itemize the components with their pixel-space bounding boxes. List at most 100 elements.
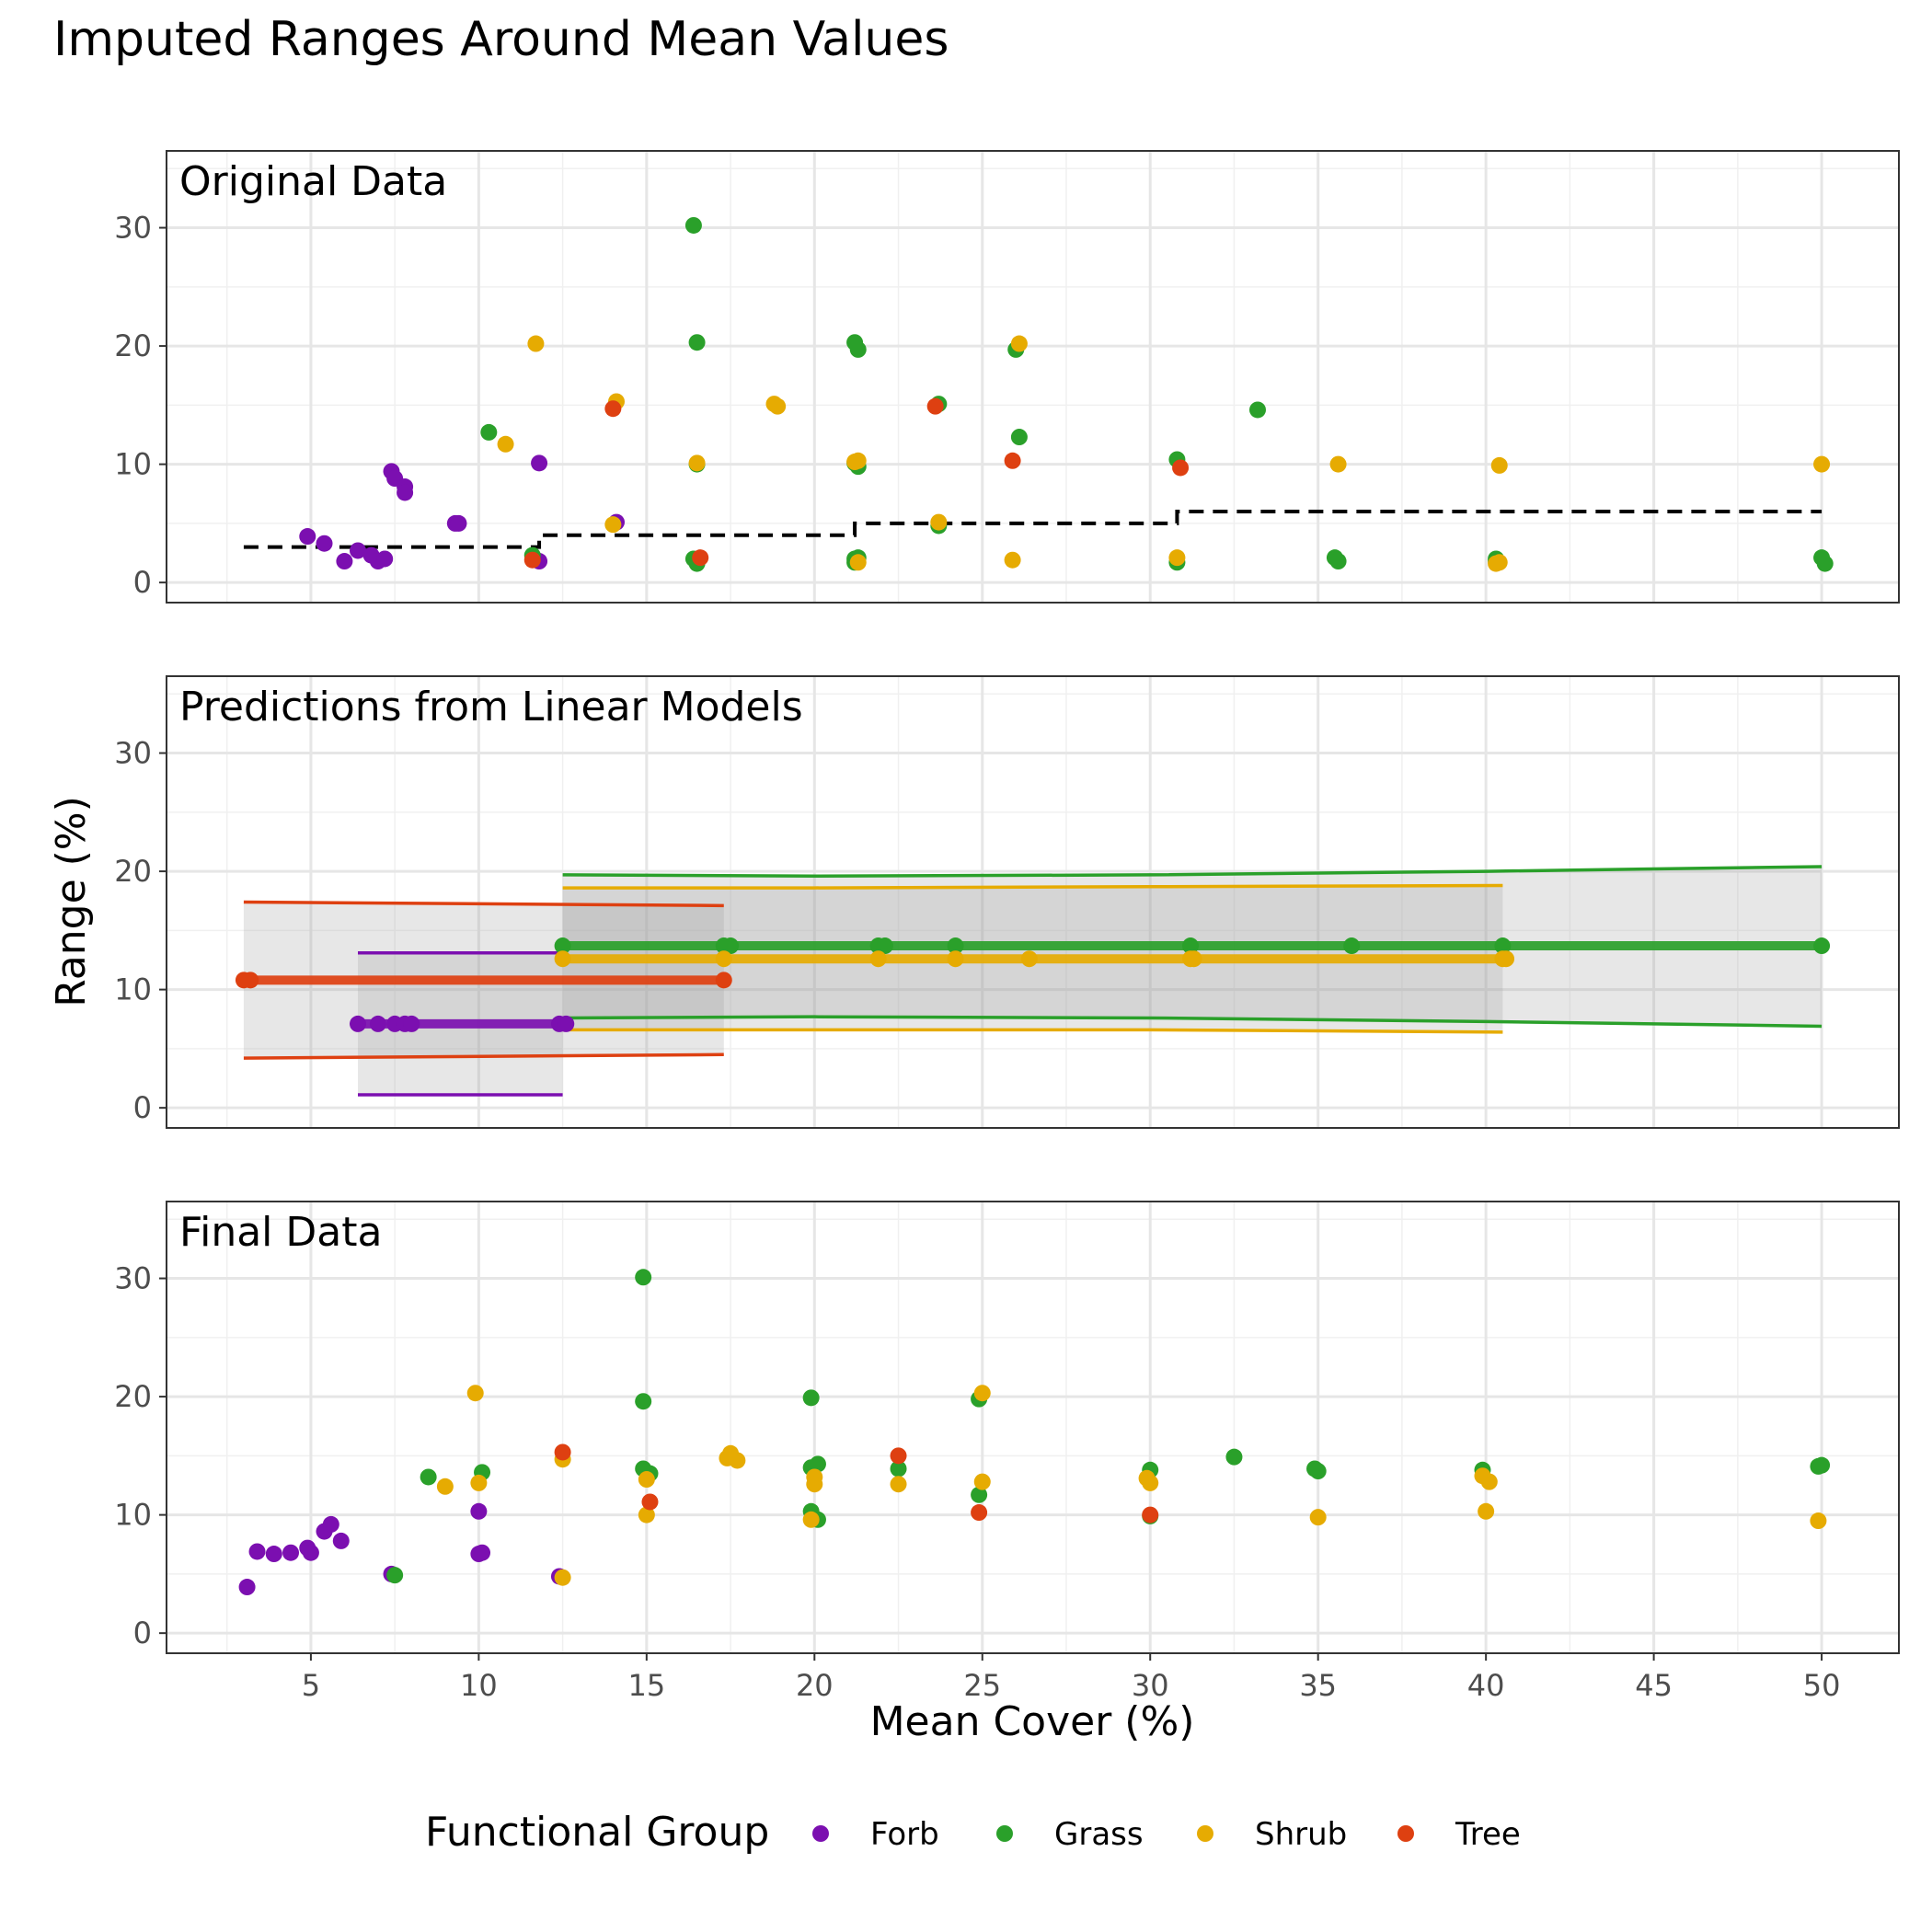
point-forb [470,1502,488,1520]
point-forb [376,550,394,568]
point-grass [722,937,740,955]
y-tick-label: 0 [133,1090,152,1125]
y-tick-label: 30 [114,1261,152,1296]
lower-bound-tree [243,1052,724,1060]
point-tree [715,972,732,989]
point-tree [604,400,622,418]
point-shrub [638,1471,655,1489]
x-tick-label: 30 [1132,1668,1169,1703]
point-grass [1225,1448,1243,1466]
point-shrub [849,554,867,571]
point-tree [523,551,541,569]
point-shrub [1490,456,1508,474]
point-grass [386,1567,404,1584]
point-tree [1172,459,1190,477]
panel-border [166,675,1900,1129]
point-shrub [554,950,571,968]
panel-3: 0 10 20 30 5 10 15 20 25 30 35 40 45 50 Final Data [114,1201,1900,1703]
point-shrub [1813,455,1831,473]
point-forb [282,1544,300,1561]
y-tick-label: 30 [114,736,152,771]
point-tree [926,397,944,415]
y-tick-label: 30 [114,211,152,246]
legend-key-shrub [1197,1825,1213,1842]
panel-2: 0 10 20 30 Predictions from Linear Models [114,675,1900,1129]
point-forb [238,1579,256,1596]
point-forb [265,1546,282,1563]
point-forb [450,514,467,532]
point-shrub [1010,335,1028,352]
point-forb [302,1544,319,1561]
point-shrub [973,1385,991,1402]
point-shrub [470,1474,488,1491]
point-forb [474,1544,491,1561]
point-shrub [436,1478,454,1495]
point-grass [635,1393,652,1410]
y-tick-label: 0 [133,1616,152,1650]
point-shrub [466,1385,484,1402]
legend-key-forb [812,1825,829,1842]
point-shrub [890,1476,907,1493]
panel-title: Original Data [179,158,447,205]
point-shrub [1329,455,1347,473]
point-grass [971,1486,988,1503]
x-axis-label: Mean Cover (%) [870,1698,1195,1745]
point-shrub [1810,1512,1827,1530]
point-shrub [497,435,514,453]
point-grass [480,423,498,441]
point-shrub [604,516,622,534]
panel-border [166,1201,1900,1654]
point-shrub [973,1473,991,1490]
upper-bound-tree [243,900,724,908]
point-forb [558,1015,575,1032]
y-tick-label: 10 [114,447,152,482]
legend-key-grass [996,1825,1013,1842]
point-shrub [849,452,867,469]
x-tick-label: 50 [1803,1668,1841,1703]
step-line [243,510,1823,549]
point-shrub [1498,950,1515,968]
point-grass [1813,1456,1831,1474]
point-grass [1182,937,1200,955]
legend-item-grass: Grass [996,1816,1144,1853]
point-grass [802,1389,820,1407]
point-grass [1816,555,1834,572]
legend-label: Shrub [1255,1816,1347,1853]
point-shrub [1004,551,1021,569]
point-forb [531,454,548,472]
point-grass [1494,937,1512,955]
x-tick-label: 5 [302,1668,320,1703]
point-shrub [1478,1502,1495,1520]
point-tree [692,549,709,567]
point-forb [299,528,316,546]
point-forb [336,553,353,570]
legend-item-tree: Tree [1397,1816,1521,1853]
point-grass [809,1455,826,1473]
lower-bound-grass [562,1015,1823,1029]
panel-border [166,150,1900,604]
point-forb [369,1015,386,1032]
point-grass [420,1468,437,1486]
legend-item-forb: Forb [812,1816,939,1853]
point-forb [316,535,333,552]
point-shrub [802,1511,820,1528]
point-grass [1010,429,1028,446]
point-shrub [1490,554,1508,571]
x-tick-label: 25 [963,1668,1001,1703]
point-forb [397,484,414,501]
point-grass [1813,937,1831,955]
x-tick-label: 20 [796,1668,834,1703]
point-shrub [688,454,706,472]
point-tree [554,1443,571,1461]
point-grass [947,937,964,955]
legend-item-shrub: Shrub [1197,1816,1347,1853]
y-tick-label: 10 [114,972,152,1007]
point-shrub [947,950,964,968]
point-shrub [729,1452,746,1469]
x-tick-label: 35 [1299,1668,1337,1703]
panel-title: Final Data [179,1209,382,1256]
point-shrub [1309,1509,1327,1526]
legend-label: Tree [1455,1816,1521,1853]
chart-title: Imputed Ranges Around Mean Values [53,12,949,67]
